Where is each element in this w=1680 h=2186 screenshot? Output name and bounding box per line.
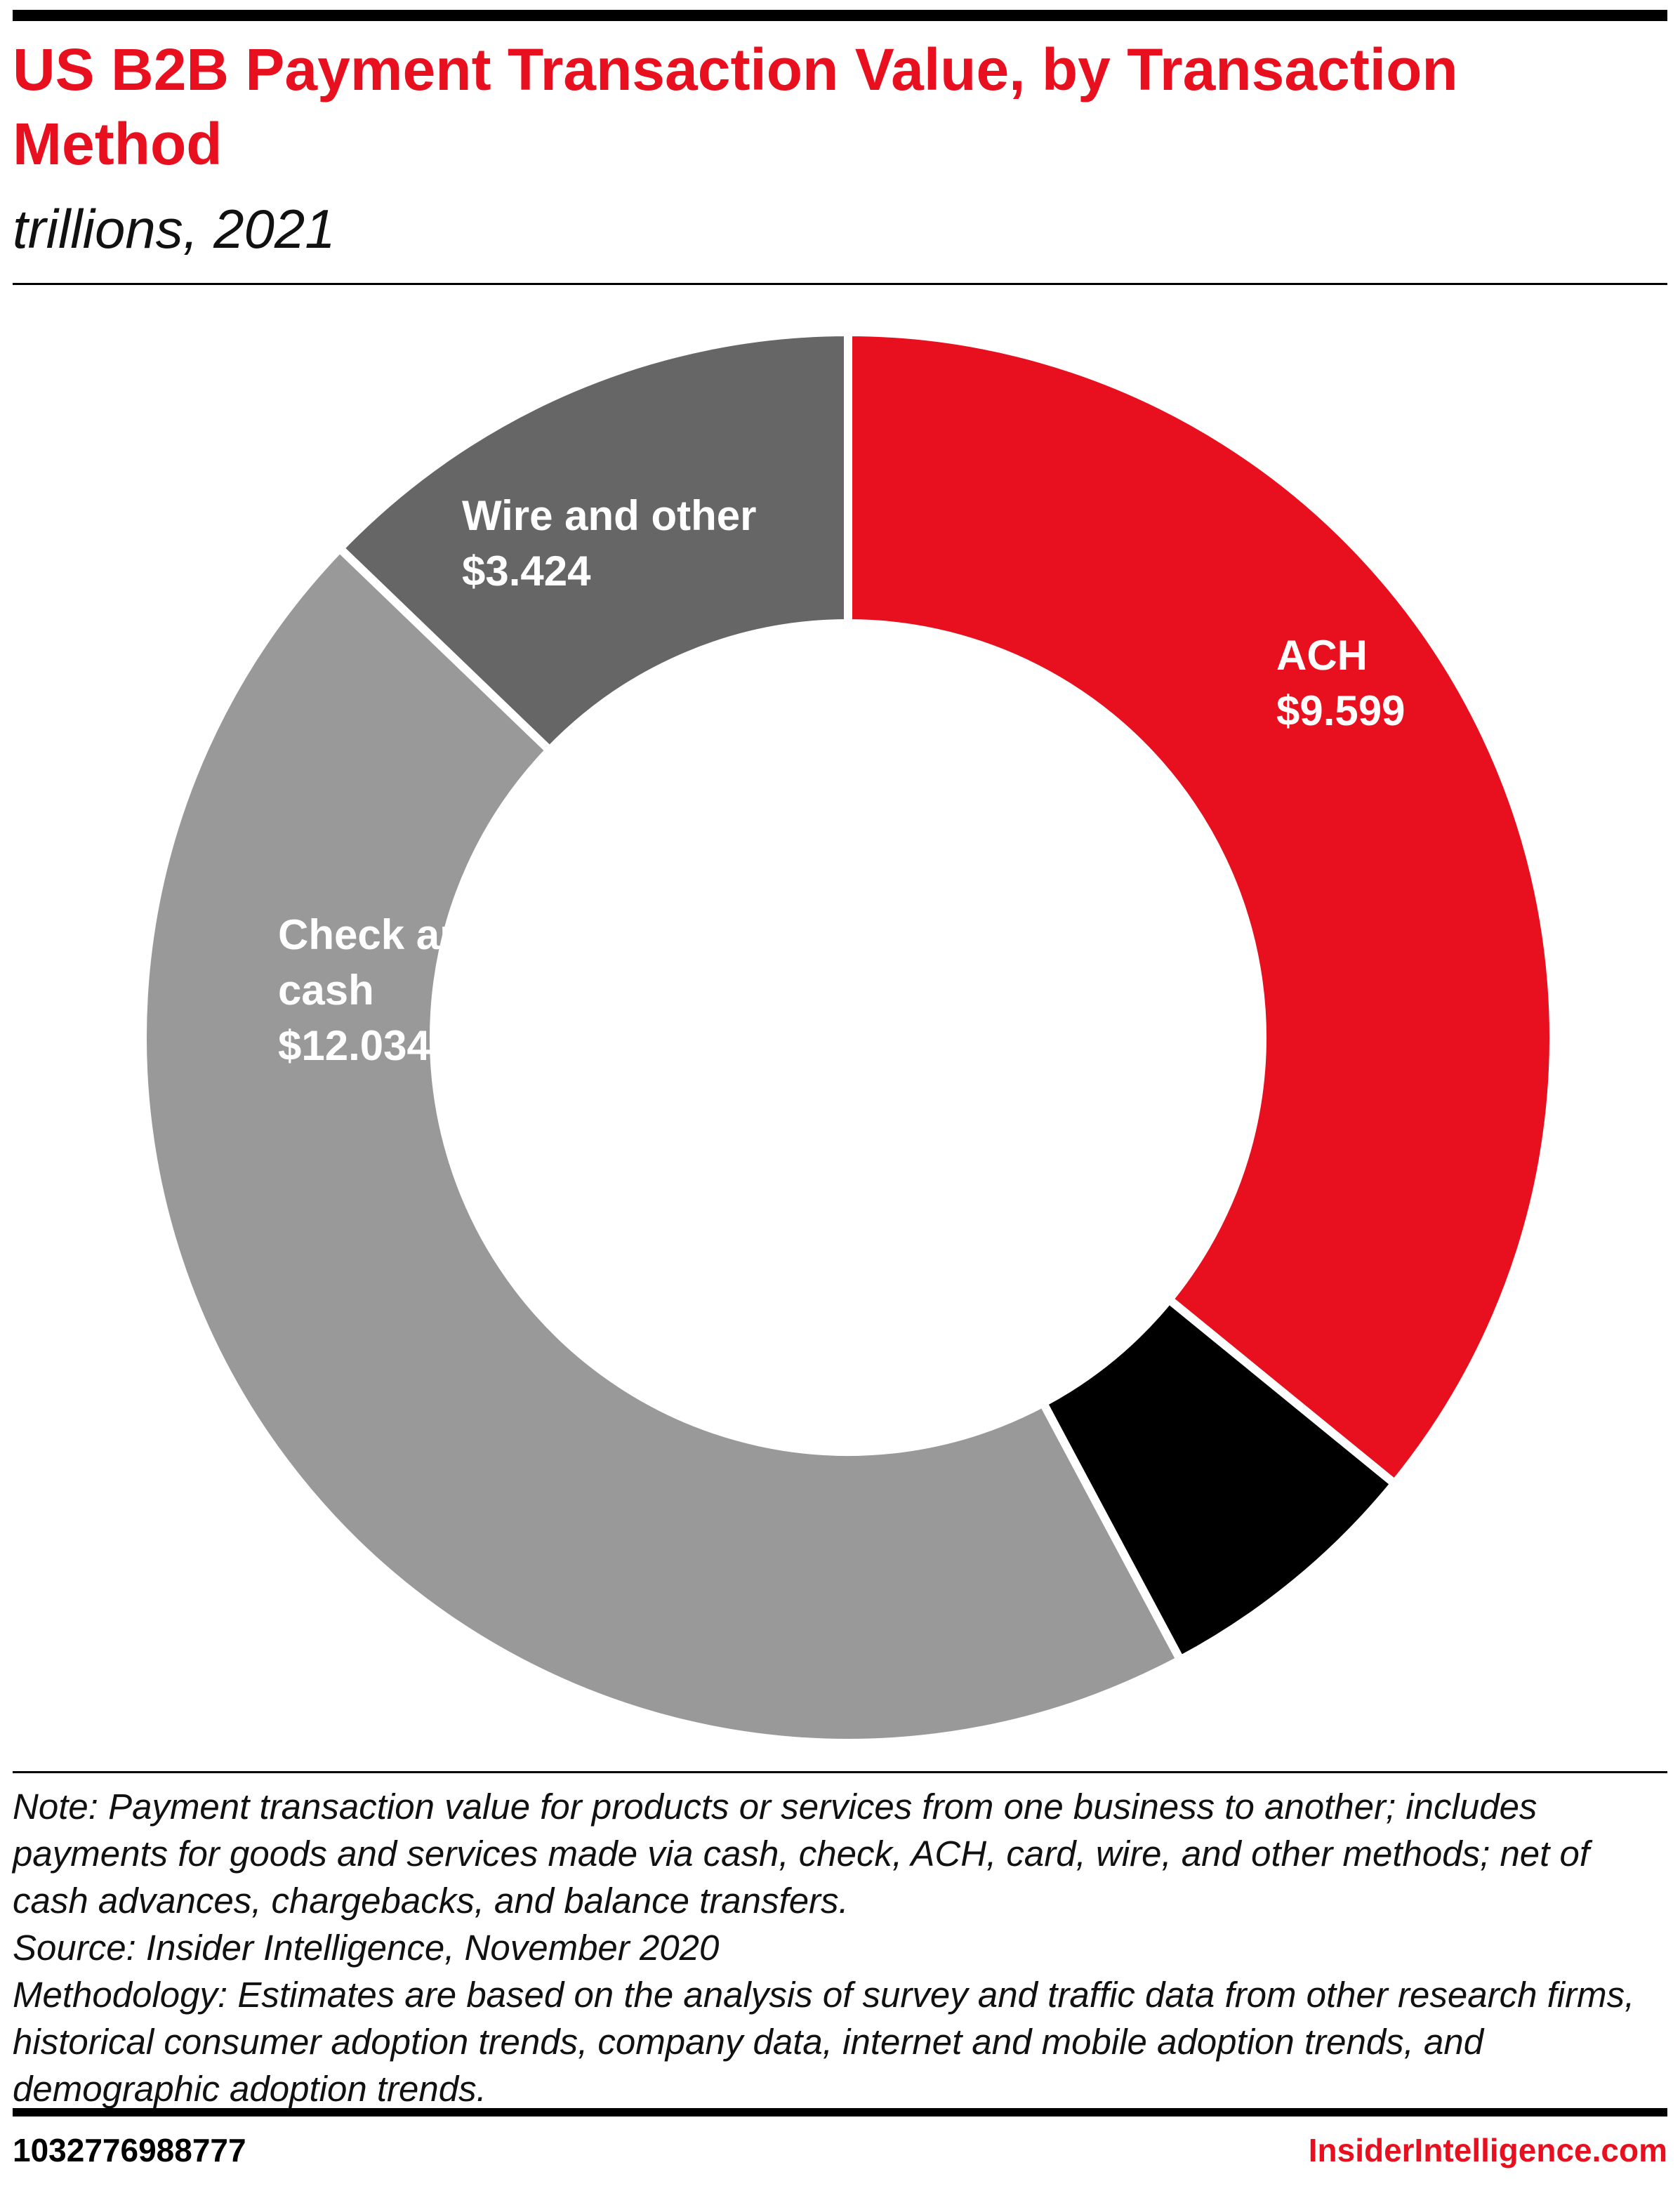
slice-label-ach: ACH $9.599: [1276, 632, 1405, 734]
notes-divider: [13, 1771, 1667, 1773]
slice-check-and-cash: [138, 542, 1186, 1747]
source-text: Source: Insider Intelligence, November 2…: [13, 1928, 720, 1968]
chart-notes: Note: Payment transaction value for prod…: [13, 1783, 1667, 2112]
slice-ach: [844, 327, 1558, 1490]
donut-chart-svg: ACH $9.599 Card $1.685 Check and cash $12.034 W…: [138, 327, 1558, 1747]
top-rule: [13, 10, 1667, 21]
chart-subtitle: trillions, 2021: [13, 198, 336, 260]
slice-label-card: Card $1.685: [1127, 974, 1257, 1077]
note-text: Note: Payment transaction value for prod…: [13, 1787, 1590, 1921]
donut-chart: ACH $9.599 Card $1.685 Check and cash $12.034 W…: [0, 288, 1680, 1762]
chart-id: 1032776988777: [13, 2132, 246, 2168]
slice-wire-and-other: [333, 327, 852, 757]
chart-title: US B2B Payment Transaction Value, by Tra…: [13, 37, 1458, 177]
slice-label-wire-and-other: Wire and other $3.424: [462, 492, 757, 595]
brand-link[interactable]: InsiderIntelligence.com: [1308, 2132, 1667, 2168]
methodology-text: Methodology: Estimates are based on the …: [13, 1975, 1635, 2109]
slice-label-check-and-cash: Check and cash $12.034: [278, 911, 491, 1069]
header-divider: [13, 283, 1667, 285]
bottom-rule: [13, 2108, 1667, 2117]
